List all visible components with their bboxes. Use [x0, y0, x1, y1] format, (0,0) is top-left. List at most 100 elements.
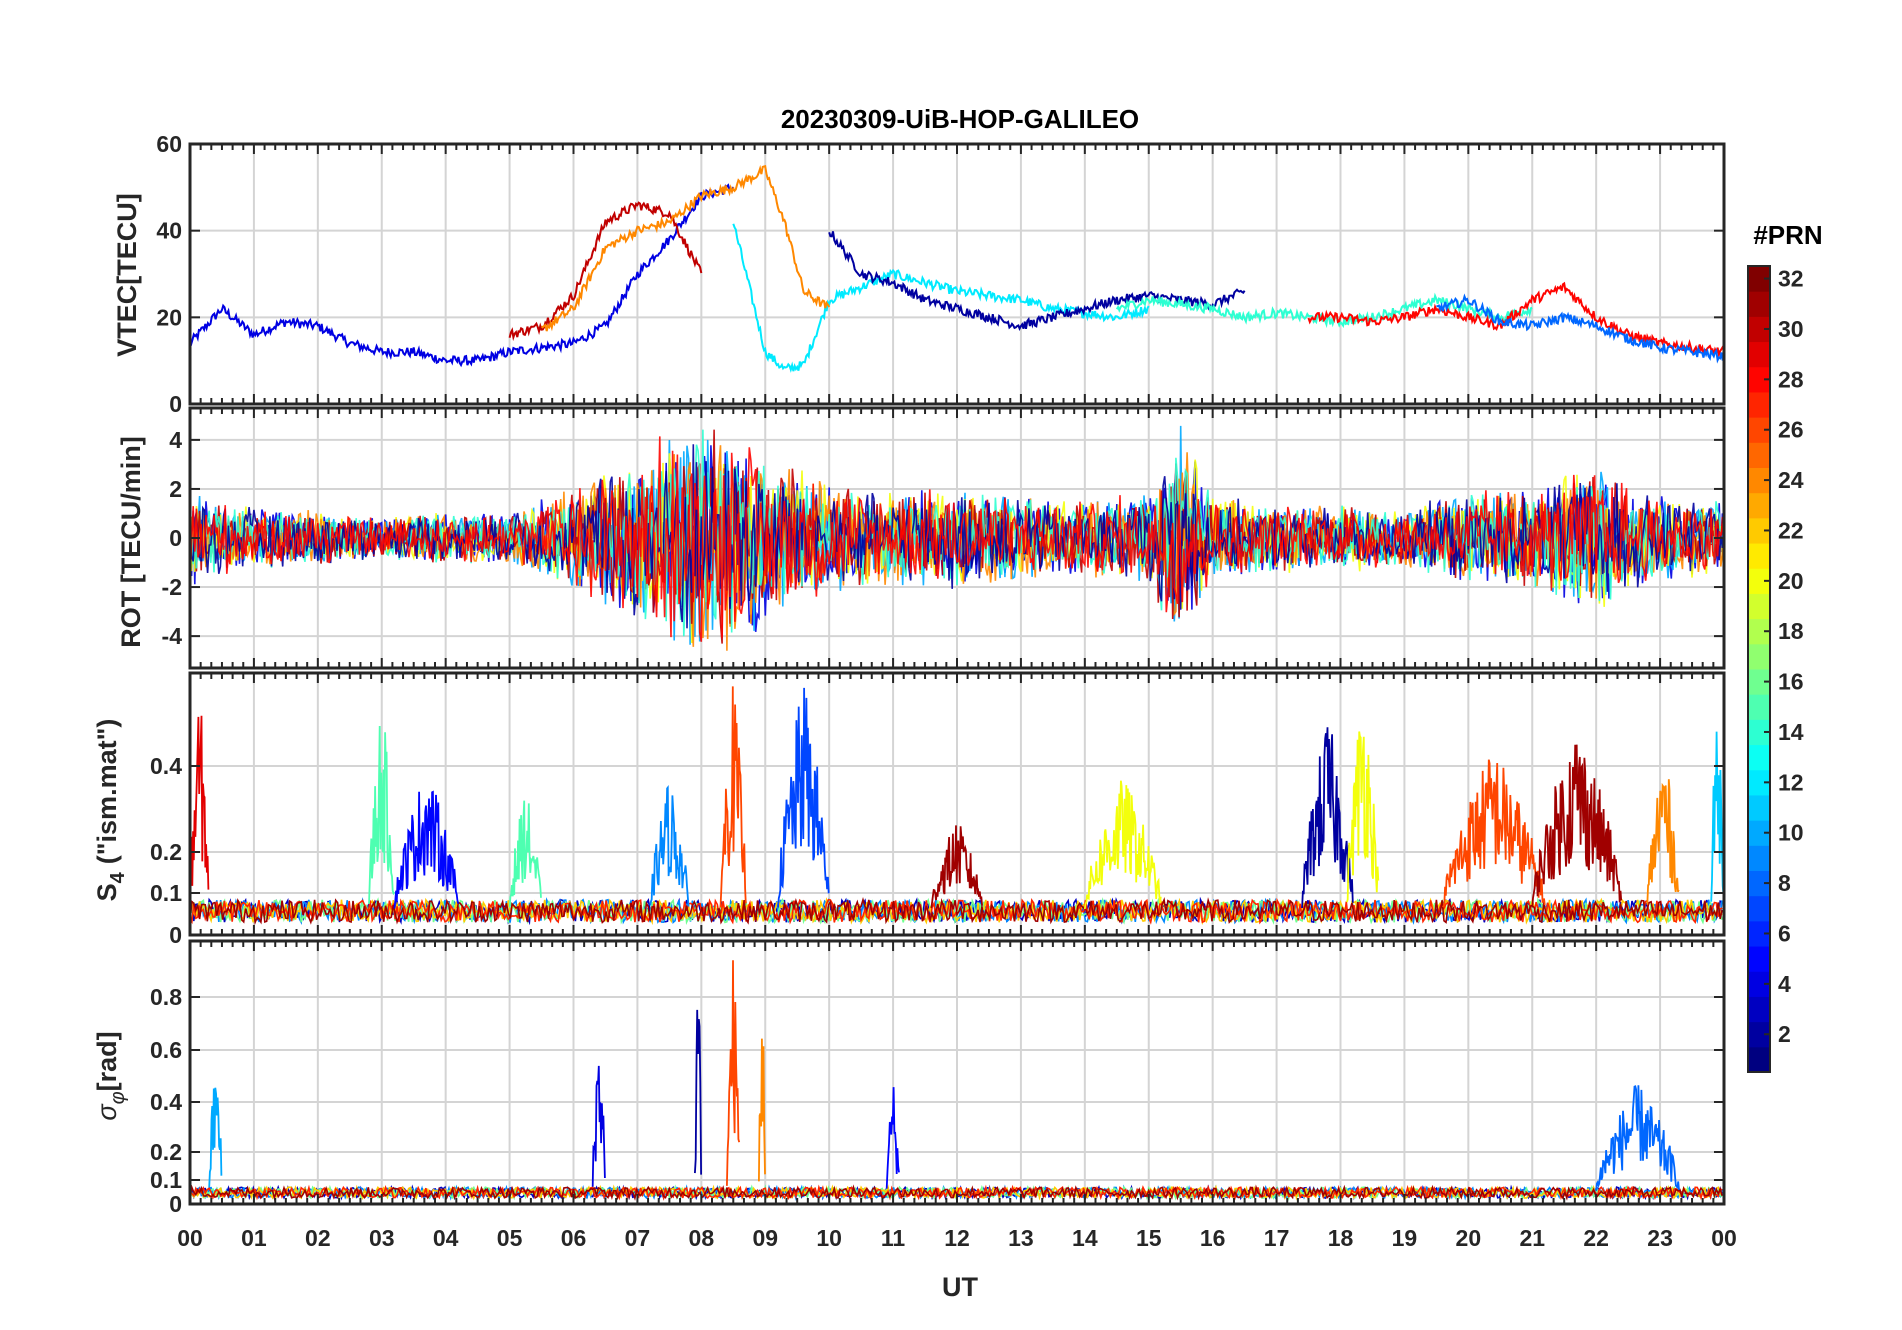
burst-series-prn-15	[368, 725, 396, 904]
colorbar-segment	[1748, 643, 1770, 670]
colorbar-segment	[1748, 316, 1770, 343]
colorbar-segment	[1748, 291, 1770, 317]
series-group	[190, 686, 1724, 926]
y-tick-label: 0.2	[150, 1139, 182, 1165]
vtec-series-prn-4	[190, 183, 735, 368]
chart-title: 20230309-UiB-HOP-GALILEO	[781, 104, 1139, 134]
colorbar-tick-label: 10	[1778, 820, 1804, 846]
burst-series-prn-9	[649, 785, 690, 907]
y-tick-label: 0.8	[150, 984, 182, 1010]
burst-series-prn-15	[508, 800, 542, 908]
burst-series-prn-5	[885, 1087, 900, 1189]
colorbar-segment	[1748, 391, 1770, 418]
baseline-series-prn-31	[190, 1184, 1723, 1202]
colorbar-tick-label: 16	[1778, 669, 1804, 695]
sigma-ylabel-sub: φ	[107, 1091, 129, 1104]
x-tick-label: 17	[1264, 1225, 1290, 1251]
colorbar-segment	[1748, 517, 1770, 544]
x-tick-label: 01	[241, 1225, 267, 1251]
series-group	[190, 425, 1724, 651]
y-tick-label: 0.4	[150, 1089, 182, 1115]
burst-series-prn-20	[1083, 780, 1162, 910]
colorbar-segment	[1748, 1046, 1770, 1073]
s4-ylabel-main: S	[92, 883, 122, 901]
colorbar-tick-label: 22	[1778, 517, 1804, 543]
x-tick-label: 22	[1583, 1225, 1609, 1251]
x-axis-label: UT	[942, 1272, 978, 1302]
burst-series-prn-2	[1301, 727, 1354, 909]
burst-series-prn-20	[1346, 731, 1380, 903]
rot-ylabel: ROT [TECU/min]	[116, 436, 146, 647]
rot-series-prn-28	[190, 436, 1724, 642]
x-tick-label: 14	[1072, 1225, 1098, 1251]
y-tick-label: 60	[156, 131, 182, 157]
colorbar-tick-label: 32	[1778, 266, 1804, 292]
x-tick-label: 11	[881, 1225, 906, 1251]
y-tick-label: 0.1	[150, 1167, 182, 1193]
colorbar-tick-label: 2	[1778, 1021, 1791, 1047]
colorbar-segment	[1748, 568, 1770, 594]
y-tick-label: 0	[169, 1191, 182, 1217]
sigma-ylabel-main: σ	[92, 1103, 122, 1121]
burst-series-prn-31	[930, 825, 983, 909]
y-tick-label: 0	[169, 525, 182, 551]
colorbar-segment	[1748, 669, 1770, 695]
x-tick-label: 21	[1519, 1225, 1545, 1251]
y-tick-label: 40	[156, 218, 182, 244]
y-tick-label: 0.6	[150, 1037, 182, 1063]
colorbar-tick-label: 30	[1778, 316, 1804, 342]
x-tick-label: 20	[1456, 1225, 1482, 1251]
s4-ylabel-rest: ("ism.mat")	[92, 719, 122, 865]
x-tick-label: 03	[369, 1225, 395, 1251]
x-tick-label: 07	[625, 1225, 651, 1251]
colorbar-tick-label: 18	[1778, 618, 1804, 644]
series-group	[190, 164, 1724, 373]
x-tick-label: 23	[1647, 1225, 1673, 1251]
vtec-series-prn-12	[732, 223, 1150, 373]
burst-series-prn-24	[1646, 779, 1680, 905]
x-tick-label: 02	[305, 1225, 331, 1251]
x-tick-label: 16	[1200, 1225, 1226, 1251]
x-tick-label: 06	[561, 1225, 587, 1251]
x-tick-label: 12	[944, 1225, 970, 1251]
colorbar-segment	[1748, 769, 1770, 796]
colorbar-segment	[1748, 845, 1770, 871]
x-tick-label: 19	[1392, 1225, 1418, 1251]
colorbar-segment	[1748, 744, 1770, 771]
colorbar-segment	[1748, 719, 1770, 746]
burst-series-prn-31	[1531, 744, 1623, 908]
vtec-ylabel: VTEC[TECU]	[112, 193, 142, 357]
rot-panel: -4 -2 0 2 4	[162, 406, 1726, 670]
vtec-series-prn-2	[828, 231, 1246, 331]
y-tick-label: 0	[169, 391, 182, 417]
burst-series-prn-26	[1442, 759, 1546, 908]
colorbar-box	[1747, 265, 1771, 1073]
sigma-ylabel: σφ[rad]	[92, 1031, 129, 1120]
colorbar-tick-label: 24	[1778, 467, 1804, 493]
colorbar-tick-label: 20	[1778, 568, 1804, 594]
y-tick-label: 0.2	[150, 839, 182, 865]
x-tick-label: 10	[816, 1225, 842, 1251]
colorbar-tick-label: 26	[1778, 417, 1804, 443]
colorbar-segment	[1748, 341, 1770, 368]
colorbar-segment	[1748, 593, 1770, 620]
y-tick-label: -2	[162, 574, 182, 600]
y-tick-label: 20	[156, 304, 182, 330]
colorbar-tick-label: 4	[1778, 971, 1791, 997]
x-tick-labels: 00 01 02 03 04 05 06 07 08 09 10 11 12 13 14 15 16 17 18 19…	[177, 1225, 1737, 1251]
burst-series-prn-26	[726, 960, 741, 1186]
y-tick-label: 0	[169, 922, 182, 948]
s4-ylabel: S4 ("ism.mat")	[92, 719, 129, 902]
burst-series-prn-7	[777, 687, 830, 907]
burst-series-prn-10	[208, 1087, 223, 1188]
colorbar-segment	[1748, 870, 1770, 897]
vtec-series-prn-14	[1115, 292, 1533, 329]
colorbar-tick-label: 12	[1778, 769, 1804, 795]
x-tick-label: 05	[497, 1225, 523, 1251]
burst-series-prn-4	[591, 1065, 606, 1187]
x-tick-label: 15	[1136, 1225, 1162, 1251]
burst-series-prn-8	[1595, 1085, 1680, 1191]
sigma-ylabel-rest: [rad]	[92, 1031, 122, 1091]
vtec-panel: 0 20 40 60	[156, 131, 1726, 417]
